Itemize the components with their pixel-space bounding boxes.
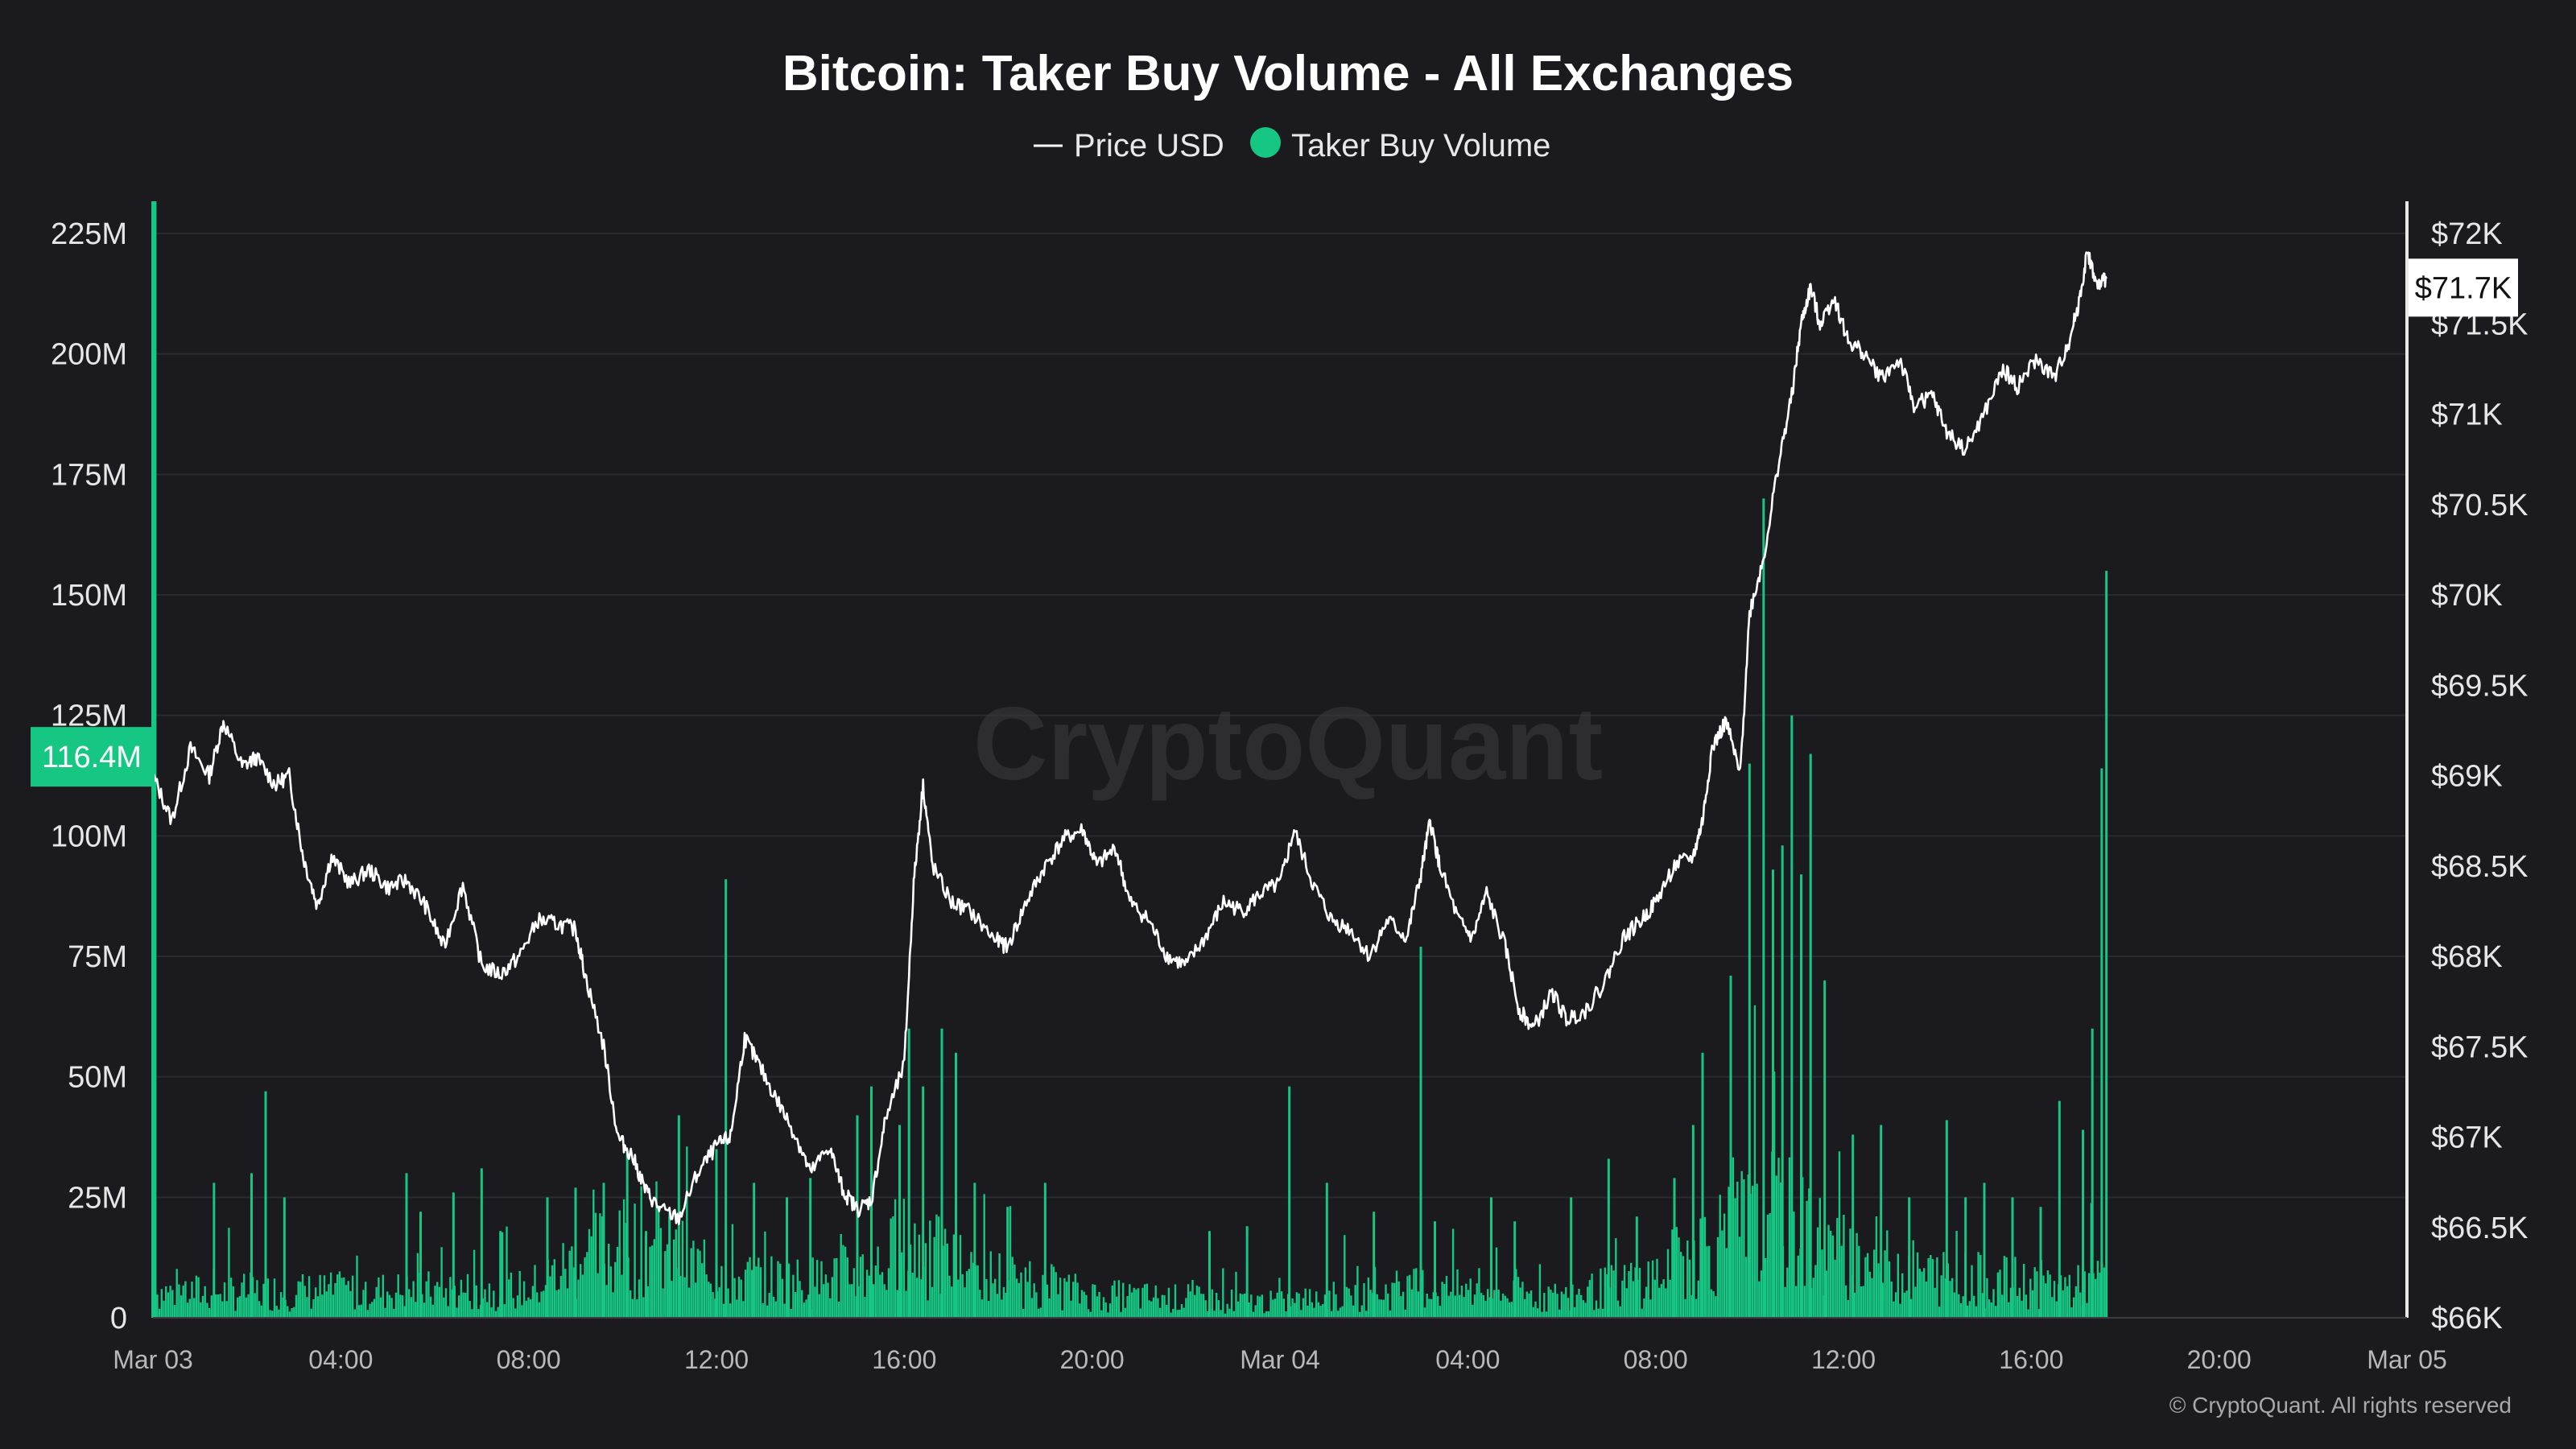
left-axis-tick-label: 175M xyxy=(51,458,127,492)
left-axis-tick-label: 50M xyxy=(68,1061,127,1095)
x-axis-tick-label: 12:00 xyxy=(1811,1345,1876,1374)
left-axis-tick-label: 100M xyxy=(51,819,127,853)
left-axis-tick-label: 25M xyxy=(68,1181,127,1215)
x-axis-tick-label: 12:00 xyxy=(684,1345,749,1374)
volume-series xyxy=(151,201,2108,1318)
legend-volume-dot-icon xyxy=(1250,127,1281,158)
legend-price-label: Price USD xyxy=(1074,128,1224,163)
legend-volume-label: Taker Buy Volume xyxy=(1291,128,1550,163)
left-axis-tick-label: 225M xyxy=(51,217,127,251)
price-series-line xyxy=(152,251,2107,1225)
legend-item-volume[interactable]: Taker Buy Volume xyxy=(1250,127,1550,163)
right-current-value-badge: $71.7K xyxy=(2409,258,2518,317)
copyright-text: © CryptoQuant. All rights reserved xyxy=(2169,1393,2512,1418)
right-axis-tick-label: $71K xyxy=(2431,398,2503,432)
left-current-value-badge: 116.4M xyxy=(31,727,153,787)
x-axis-tick-label: Mar 05 xyxy=(2367,1345,2447,1374)
volume-baseline-bars xyxy=(151,1005,2107,1318)
x-axis-tick-label: 08:00 xyxy=(497,1345,561,1374)
right-current-value-label: $71.7K xyxy=(2415,271,2512,305)
right-axis-tick-label: $69.5K xyxy=(2431,669,2528,703)
left-axis-tick-label: 200M xyxy=(51,338,127,372)
left-current-value-label: 116.4M xyxy=(42,741,142,774)
chart-title: Bitcoin: Taker Buy Volume - All Exchange… xyxy=(782,46,1794,101)
left-axis-tick-label: 150M xyxy=(51,579,127,613)
right-axis-tick-label: $67K xyxy=(2431,1121,2503,1155)
left-axis-tick-label: 0 xyxy=(110,1302,127,1335)
x-axis-tick-label: 04:00 xyxy=(308,1345,373,1374)
right-axis-tick-label: $72K xyxy=(2431,217,2503,251)
x-axis-tick-label: 20:00 xyxy=(1060,1345,1125,1374)
gridlines xyxy=(153,233,2407,1199)
right-axis-tick-label: $67.5K xyxy=(2431,1030,2528,1064)
right-axis-tick-label: $70K xyxy=(2431,579,2503,613)
x-axis-tick-label: 08:00 xyxy=(1624,1345,1688,1374)
left-axis-tick-label: 75M xyxy=(68,940,127,974)
right-axis-tick-label: $68K xyxy=(2431,940,2503,974)
legend: Price USD Taker Buy Volume xyxy=(1034,127,1550,163)
right-axis-tick-label: $69K xyxy=(2431,760,2503,794)
x-axis-tick-label: 04:00 xyxy=(1435,1345,1500,1374)
x-axis-ticks: Mar 03 04:00 08:00 12:00 16:00 20:00 Mar 04 04:… xyxy=(113,1345,2447,1374)
watermark: CryptoQuant xyxy=(973,687,1603,802)
right-axis-tick-label: $66.5K xyxy=(2431,1212,2528,1245)
x-axis-tick-label: 20:00 xyxy=(2187,1345,2252,1374)
right-axis-tick-label: $68.5K xyxy=(2431,850,2528,884)
right-axis-ticks: $66K $66.5K $67K $67.5K $68K $68.5K $69K $69.5K… xyxy=(2431,217,2528,1335)
right-axis-tick-label: $70.5K xyxy=(2431,489,2528,522)
legend-item-price[interactable]: Price USD xyxy=(1034,128,1224,163)
x-axis-tick-label: Mar 04 xyxy=(1240,1345,1320,1374)
x-axis-tick-label: Mar 03 xyxy=(113,1345,193,1374)
x-axis-tick-label: 16:00 xyxy=(1999,1345,2063,1374)
x-axis-tick-label: 16:00 xyxy=(872,1345,936,1374)
right-axis-tick-label: $66K xyxy=(2431,1302,2503,1335)
